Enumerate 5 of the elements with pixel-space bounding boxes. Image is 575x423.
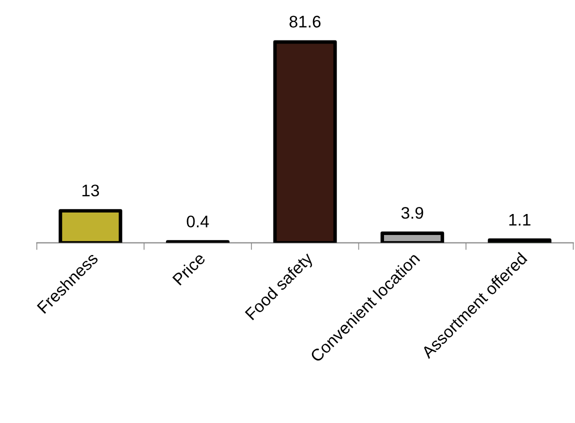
data-label: 1.1 bbox=[509, 214, 530, 226]
data-label: 13 bbox=[82, 184, 99, 196]
data-label: 81.6 bbox=[290, 16, 321, 28]
data-label: 3.9 bbox=[401, 206, 424, 219]
data-label: 0.4 bbox=[186, 216, 209, 228]
